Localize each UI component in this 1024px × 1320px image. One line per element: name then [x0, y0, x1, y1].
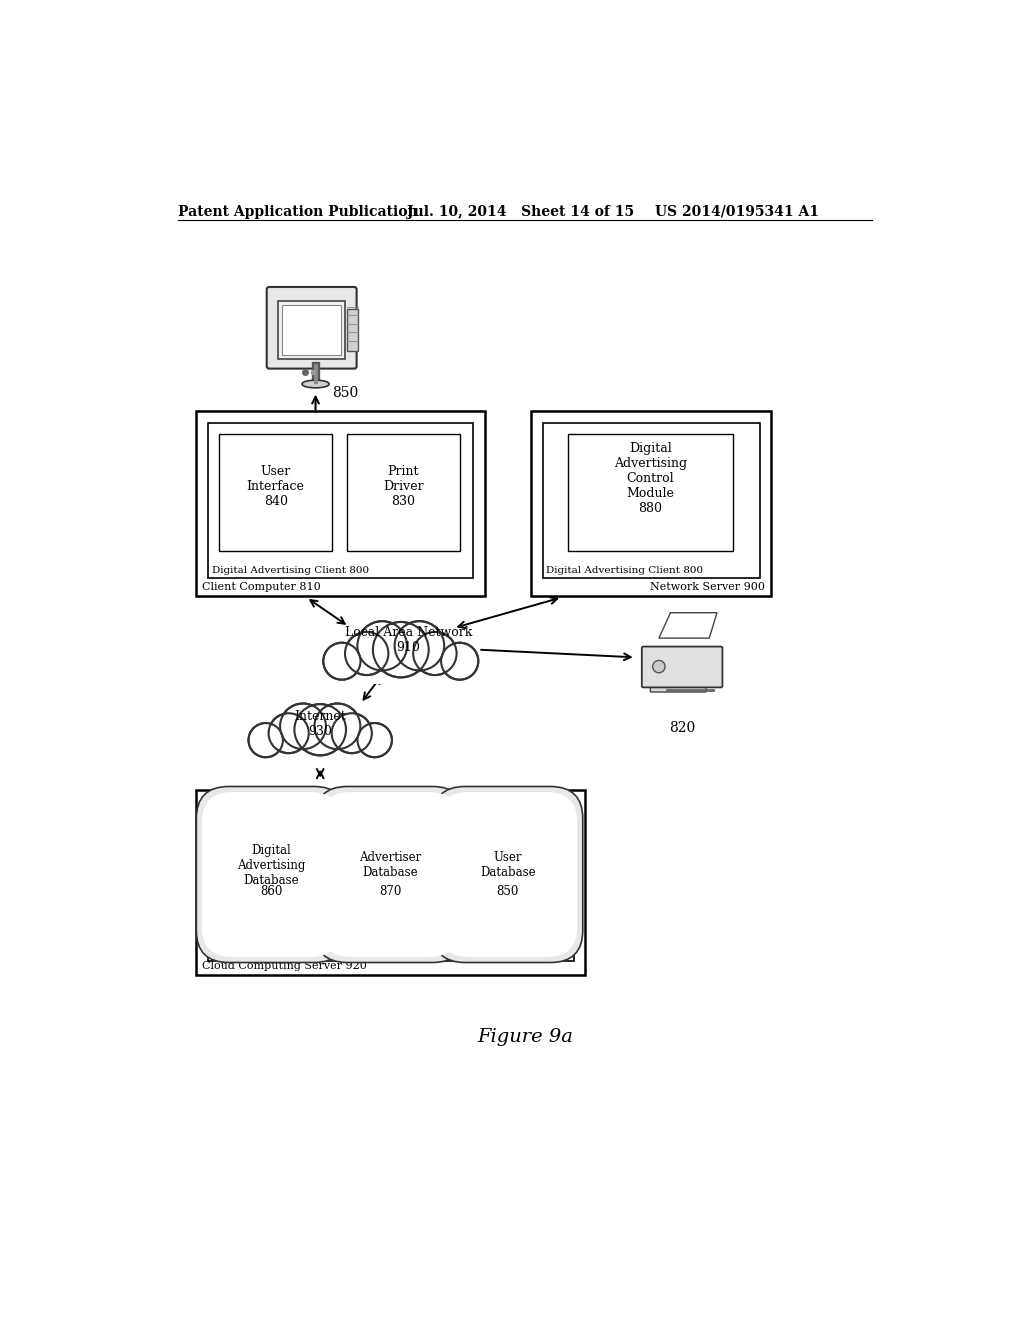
- Circle shape: [347, 634, 387, 673]
- Bar: [283, 305, 341, 355]
- Bar: [219, 434, 332, 552]
- Circle shape: [294, 704, 346, 755]
- Circle shape: [394, 622, 444, 671]
- FancyBboxPatch shape: [642, 647, 722, 688]
- Circle shape: [359, 623, 406, 668]
- Circle shape: [316, 705, 358, 747]
- Text: Digital Advertising Client 800: Digital Advertising Client 800: [212, 566, 369, 576]
- Polygon shape: [658, 612, 717, 638]
- FancyBboxPatch shape: [321, 792, 460, 957]
- Text: Network Server 900: Network Server 900: [650, 582, 765, 591]
- Bar: [531, 411, 771, 595]
- FancyBboxPatch shape: [650, 668, 707, 692]
- Circle shape: [358, 725, 390, 756]
- FancyBboxPatch shape: [197, 787, 346, 962]
- Circle shape: [297, 706, 344, 754]
- Circle shape: [325, 644, 359, 678]
- Text: 820: 820: [669, 721, 695, 734]
- Circle shape: [249, 723, 283, 758]
- FancyBboxPatch shape: [315, 787, 465, 962]
- Text: US 2014/0195341 A1: US 2014/0195341 A1: [655, 205, 819, 219]
- Text: Digital
Advertising
Control
Module
880: Digital Advertising Control Module 880: [613, 442, 687, 515]
- Circle shape: [442, 644, 477, 678]
- Text: 850: 850: [497, 884, 519, 898]
- FancyBboxPatch shape: [202, 792, 341, 957]
- Bar: [208, 801, 573, 961]
- Text: Local Area Network
910: Local Area Network 910: [345, 627, 472, 655]
- Circle shape: [250, 725, 282, 756]
- Bar: [208, 422, 473, 578]
- Circle shape: [333, 715, 371, 751]
- Circle shape: [357, 723, 392, 758]
- Text: Digital Advertising Client 800: Digital Advertising Client 800: [212, 949, 369, 958]
- Circle shape: [373, 622, 429, 677]
- Bar: [543, 422, 760, 578]
- Text: Print
Driver
830: Print Driver 830: [383, 465, 424, 508]
- Bar: [347, 434, 460, 552]
- Text: User
Interface
840: User Interface 840: [247, 465, 304, 508]
- Ellipse shape: [302, 380, 329, 388]
- Circle shape: [314, 704, 360, 748]
- Circle shape: [415, 634, 455, 673]
- Circle shape: [332, 713, 372, 754]
- Text: User
Database: User Database: [480, 851, 536, 879]
- FancyBboxPatch shape: [438, 792, 578, 957]
- Text: Digital Advertising Client 800: Digital Advertising Client 800: [547, 566, 703, 576]
- Text: Patent Application Publication: Patent Application Publication: [178, 205, 418, 219]
- Circle shape: [268, 713, 308, 754]
- Text: Figure 9a: Figure 9a: [477, 1028, 572, 1047]
- Circle shape: [280, 704, 326, 748]
- Circle shape: [652, 660, 665, 673]
- Bar: [347, 309, 358, 351]
- Circle shape: [345, 632, 388, 675]
- FancyBboxPatch shape: [266, 286, 356, 368]
- Text: Internet
930: Internet 930: [294, 710, 346, 738]
- Circle shape: [282, 705, 325, 747]
- Text: Advertiser
Database: Advertiser Database: [358, 851, 421, 879]
- FancyBboxPatch shape: [433, 787, 583, 962]
- Circle shape: [414, 632, 457, 675]
- Bar: [256, 737, 385, 760]
- Bar: [197, 411, 484, 595]
- Text: 860: 860: [260, 884, 283, 898]
- Text: Cloud Computing Server 920: Cloud Computing Server 920: [203, 961, 368, 970]
- Text: 850: 850: [332, 385, 358, 400]
- Text: Jul. 10, 2014   Sheet 14 of 15: Jul. 10, 2014 Sheet 14 of 15: [407, 205, 634, 219]
- Text: 870: 870: [379, 884, 401, 898]
- Bar: [568, 434, 732, 552]
- Circle shape: [324, 643, 360, 680]
- Text: Client Computer 810: Client Computer 810: [203, 582, 322, 591]
- Text: Digital
Advertising
Database: Digital Advertising Database: [238, 843, 305, 887]
- Circle shape: [270, 715, 307, 751]
- Circle shape: [396, 623, 442, 668]
- Circle shape: [357, 622, 407, 671]
- Circle shape: [375, 624, 426, 675]
- Bar: [331, 657, 471, 684]
- Bar: [279, 301, 345, 359]
- Bar: [197, 789, 586, 974]
- Circle shape: [441, 643, 478, 680]
